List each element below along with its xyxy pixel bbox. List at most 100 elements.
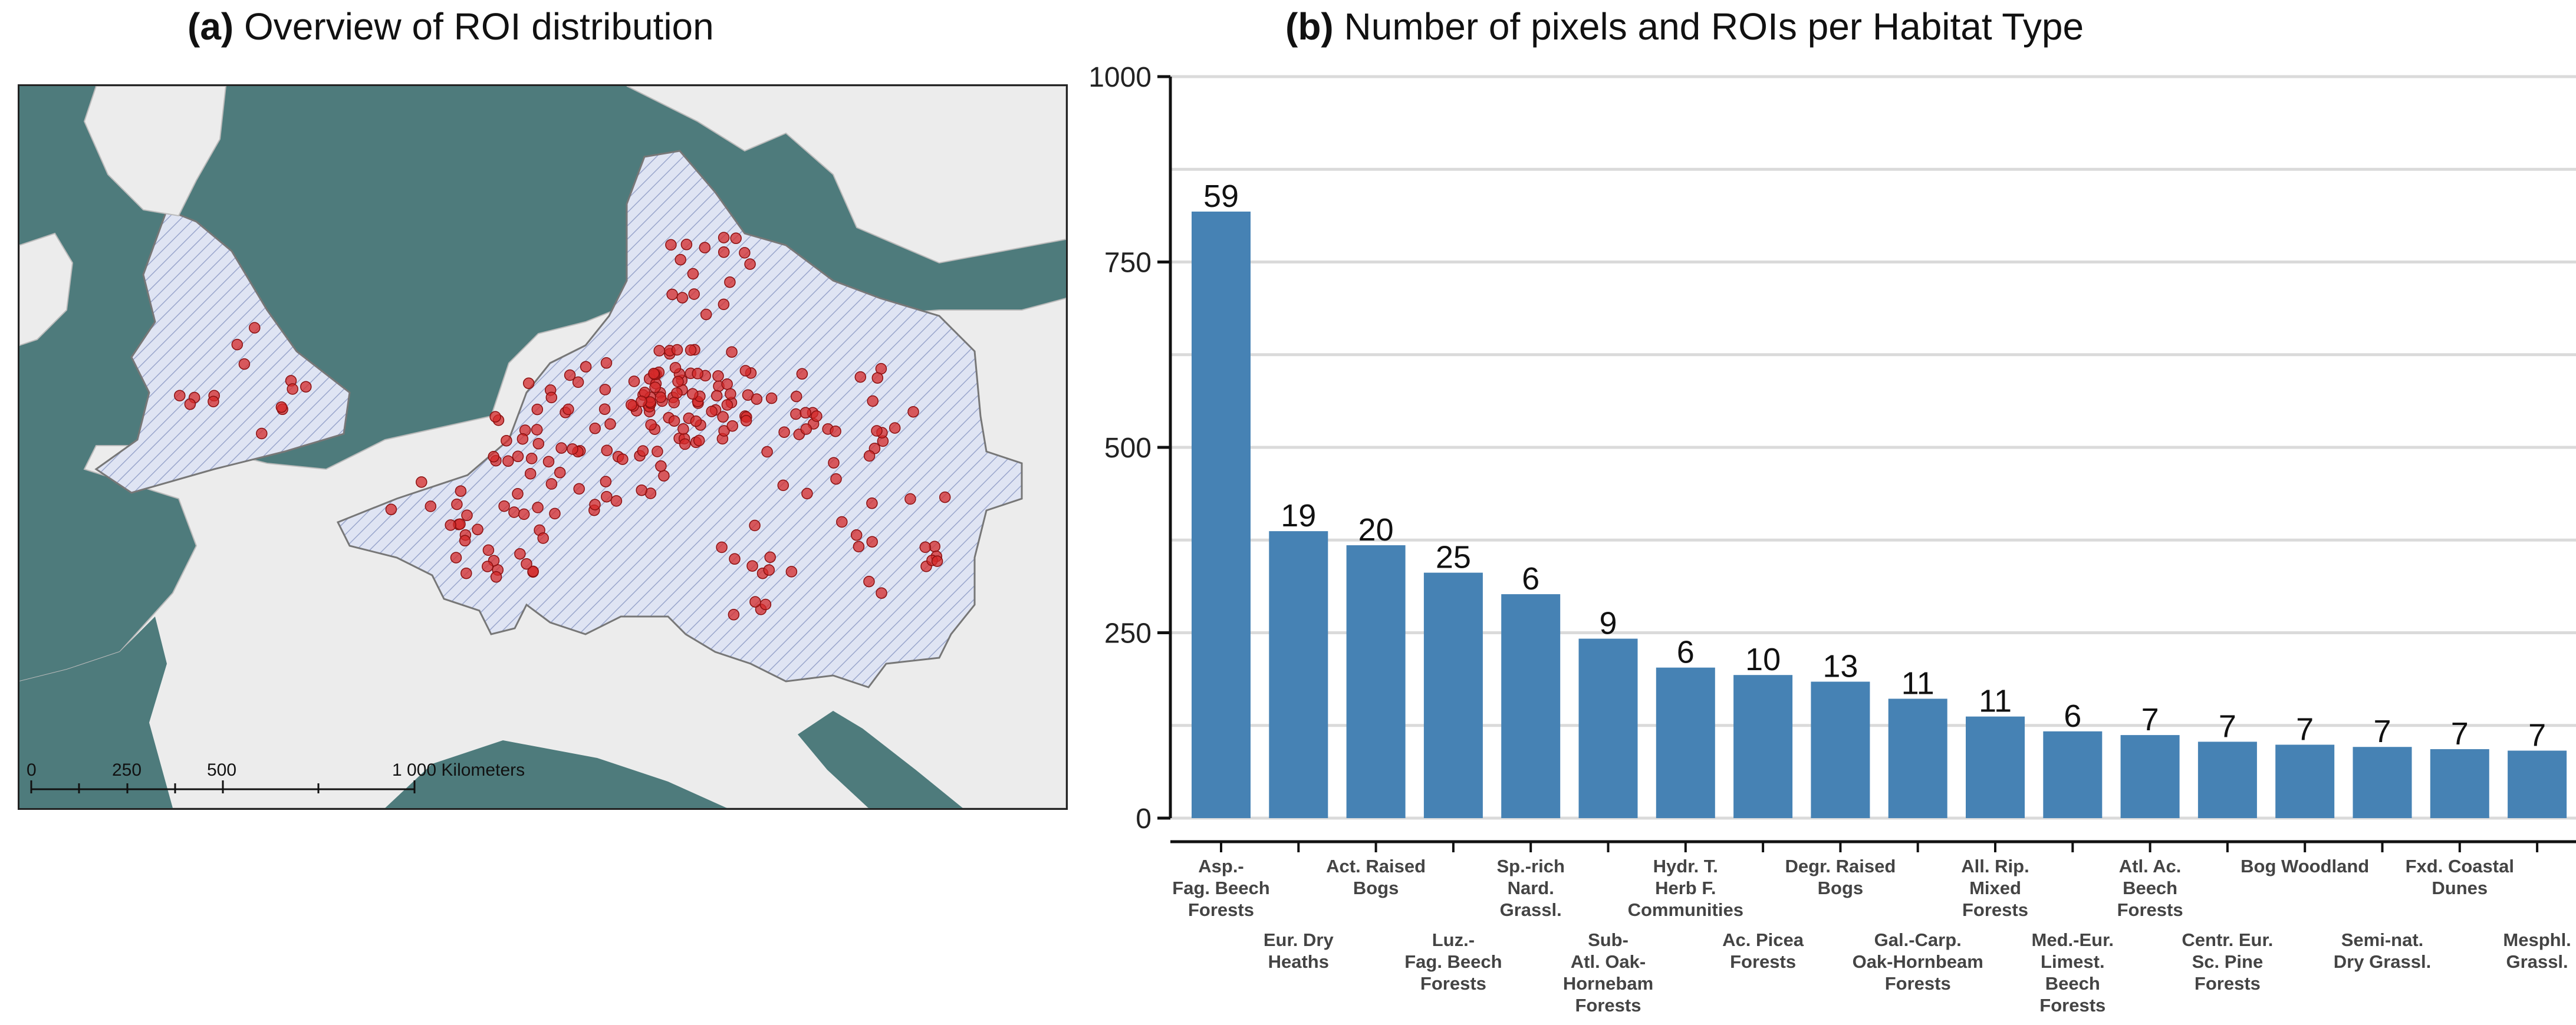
roi-point <box>482 561 494 572</box>
roi-point <box>730 232 742 245</box>
roi-point <box>801 487 813 500</box>
roi-point <box>589 499 601 510</box>
roi-point <box>728 609 740 621</box>
panel-a-title: (a) Overview of ROI distribution <box>187 5 714 48</box>
roi-point <box>545 391 558 404</box>
roi-point <box>516 433 529 445</box>
roi-point <box>531 403 544 416</box>
roi-point <box>598 403 611 415</box>
panel-a-title-text: Overview of ROI distribution <box>244 5 714 48</box>
roi-point <box>850 529 863 541</box>
x-category-label: Med.-Eur. Limest. Beech Forests <box>2032 930 2114 1016</box>
roi-point <box>690 415 702 427</box>
roi-points <box>174 232 951 621</box>
roi-point <box>490 571 502 583</box>
roi-point <box>863 575 875 588</box>
bar <box>2043 731 2103 818</box>
roi-point <box>564 369 576 381</box>
roi-point <box>645 418 657 431</box>
roi-point <box>482 544 495 556</box>
roi-point <box>600 476 612 487</box>
x-category-label: Mesphl. Grassl. <box>2503 930 2571 972</box>
roi-point <box>208 396 219 407</box>
bar-roi-count-label: 7 <box>2296 711 2314 747</box>
roi-point <box>617 453 629 465</box>
roi-point <box>907 406 919 418</box>
bar-roi-count-label: 7 <box>2451 716 2469 752</box>
scandinavia-land <box>626 86 1066 264</box>
roi-point <box>567 443 578 455</box>
roi-point <box>867 395 879 407</box>
roi-point <box>300 381 312 393</box>
roi-point <box>676 292 689 304</box>
roi-point <box>692 368 703 380</box>
roi-point <box>455 485 467 497</box>
roi-point <box>871 372 884 384</box>
roi-point <box>636 396 647 407</box>
roi-point <box>830 425 841 437</box>
roi-point <box>652 446 663 457</box>
bar <box>1578 638 1638 818</box>
roi-point <box>749 596 761 608</box>
roi-point <box>531 424 543 436</box>
ireland-land <box>19 232 74 347</box>
roi-point <box>626 398 637 411</box>
panel-b-title-text: Number of pixels and ROIs per Habitat Ty… <box>1344 5 2084 48</box>
roi-point <box>655 460 667 472</box>
roi-point <box>238 358 251 370</box>
roi-point <box>184 398 196 410</box>
roi-point <box>527 565 539 578</box>
roi-point <box>542 456 555 467</box>
x-category-label: Ac. Picea Forests <box>1722 930 1804 972</box>
x-category-label: All. Rip. Mixed Forests <box>1961 856 2029 920</box>
bar-roi-count-label: 25 <box>1436 540 1471 575</box>
roi-point <box>717 411 729 423</box>
roi-point <box>744 258 756 270</box>
bar <box>1423 572 1483 818</box>
roi-point <box>649 381 661 393</box>
bay-of-biscay <box>19 617 173 808</box>
roi-point <box>275 401 288 413</box>
labels: 59 Asp.-Fag. Beech Forests 19 Eur. Dry Heaths… <box>1172 179 2571 1016</box>
x-category-label: Eur. Dry Heaths <box>1264 930 1334 972</box>
bar <box>1269 531 1328 818</box>
bar-roi-count-label: 20 <box>1358 512 1394 548</box>
roi-point <box>904 493 916 505</box>
roi-point <box>669 362 682 374</box>
roi-point <box>777 479 789 492</box>
roi-point <box>763 564 775 576</box>
scale-label-500: 500 <box>207 760 236 780</box>
roi-point <box>729 553 741 565</box>
x-category-label: Asp.-Fag. Beech Forests <box>1172 856 1269 920</box>
y-tick-label: 500 <box>1104 433 1152 464</box>
panel-a-prefix: (a) <box>187 5 234 48</box>
x-category-label: Degr. Raised Bogs <box>1785 856 1896 898</box>
roi-point <box>687 268 699 280</box>
bar-roi-count-label: 11 <box>1901 665 1935 701</box>
bar <box>1192 211 1251 818</box>
roi-point <box>648 368 660 380</box>
roi-point <box>601 490 613 503</box>
roi-point <box>778 426 790 438</box>
roi-point <box>739 247 751 259</box>
y-tick-label: 0 <box>1136 803 1152 835</box>
roi-point <box>700 308 712 321</box>
roi-point <box>889 422 901 434</box>
roi-point <box>537 532 549 544</box>
great-britain-study-area <box>94 209 351 494</box>
roi-point <box>739 365 752 377</box>
roi-point <box>459 535 471 547</box>
scale-label-250: 250 <box>112 760 142 780</box>
roi-point <box>498 500 510 512</box>
roi-point <box>749 519 761 532</box>
roi-point <box>628 375 640 387</box>
x-category-label: Fxd. Coastal Dunes <box>2406 856 2514 898</box>
x-category-label: Centr. Eur. Sc. Pine Forests <box>2182 930 2273 994</box>
roi-point <box>256 427 268 440</box>
roi-point <box>871 425 883 437</box>
bar <box>2430 749 2489 818</box>
scotland-land <box>83 86 227 217</box>
roi-point <box>699 242 711 253</box>
roi-point <box>790 390 802 403</box>
roi-point <box>249 322 261 334</box>
